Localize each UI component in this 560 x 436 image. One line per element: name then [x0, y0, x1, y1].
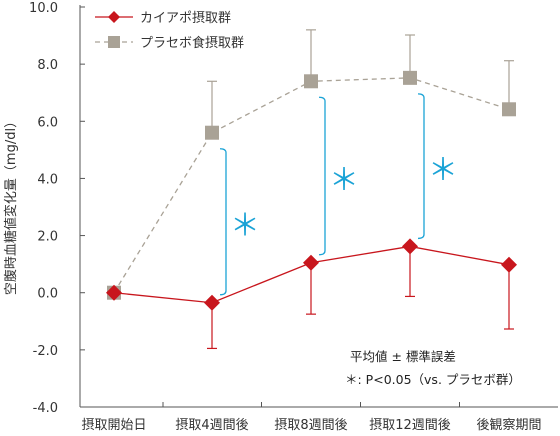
x-axis-ticks: 摂取開始日 摂取4週間後 摂取8週間後 摂取12週間後 後観察期間 — [81, 402, 542, 433]
x-tick-label: 摂取開始日 — [81, 417, 146, 433]
legend-marker — [108, 11, 120, 23]
data-point — [303, 254, 319, 271]
legend-item: プラセボ食摂取群 — [95, 35, 244, 51]
data-point — [402, 238, 418, 255]
series-kaiapo — [106, 238, 517, 350]
x-tick-label: 摂取8週間後 — [274, 417, 347, 433]
y-tick-label: 8.0 — [37, 58, 58, 73]
data-point — [106, 284, 122, 301]
significance-star: ＊ — [329, 163, 359, 198]
y-tick-label: 2.0 — [37, 230, 58, 245]
y-tick-label: -2.0 — [33, 344, 58, 359]
data-point — [502, 102, 516, 117]
legend-item: カイアポ摂取群 — [95, 10, 231, 26]
x-tick-label: 摂取4週間後 — [175, 417, 248, 433]
data-point — [204, 294, 220, 311]
x-tick-label: 後観察期間 — [476, 418, 541, 433]
legend-label: カイアポ摂取群 — [140, 10, 231, 26]
y-tick-label: 6.0 — [37, 115, 58, 130]
y-tick-label: 4.0 — [37, 172, 58, 187]
y-tick-label: -4.0 — [33, 401, 58, 416]
y-axis-title: 空腹時血糖値変化量（mg/dl） — [3, 115, 19, 295]
significance-star: ＊ — [428, 153, 458, 188]
series-layer — [106, 29, 517, 350]
annotation-significance: ＊: P<0.05（vs. プラセボ群） — [345, 372, 521, 387]
data-point — [304, 74, 318, 89]
series-placebo — [107, 29, 516, 300]
axes — [79, 5, 558, 408]
y-tick-label: 0.0 — [37, 287, 58, 302]
data-point — [501, 256, 517, 273]
significance-bracket — [417, 93, 425, 240]
significance-bracket — [219, 148, 227, 296]
legend-marker — [108, 36, 120, 48]
y-axis-ticks: 10.0 8.0 6.0 4.0 2.0 0.0 -2.0 -4.0 — [29, 1, 85, 416]
significance-bracket — [318, 96, 326, 256]
data-point — [205, 125, 219, 140]
significance-brackets: ＊ ＊ ＊ — [219, 93, 458, 296]
legend-label: プラセボ食摂取群 — [140, 35, 244, 51]
y-tick-label: 10.0 — [29, 1, 58, 16]
x-tick-label: 摂取12週間後 — [369, 417, 451, 433]
significance-star: ＊ — [230, 209, 260, 244]
annotation-block: 平均値 ± 標準誤差 ＊: P<0.05（vs. プラセボ群） — [345, 349, 521, 387]
annotation-mean-se: 平均値 ± 標準誤差 — [350, 349, 456, 364]
data-point — [403, 70, 417, 85]
